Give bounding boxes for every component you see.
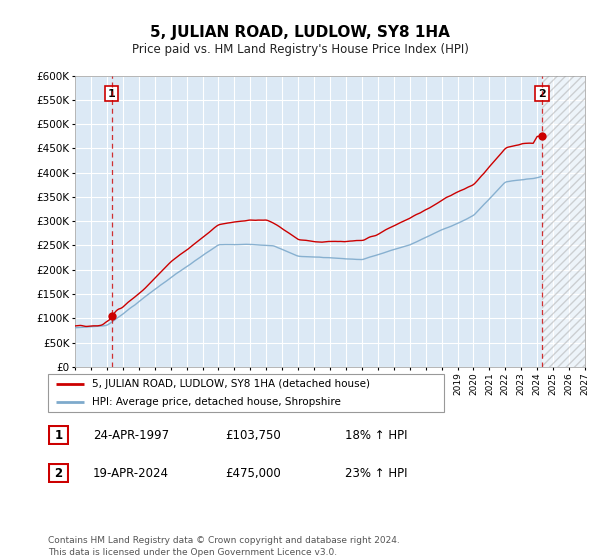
- Text: £103,750: £103,750: [225, 428, 281, 442]
- Text: 5, JULIAN ROAD, LUDLOW, SY8 1HA: 5, JULIAN ROAD, LUDLOW, SY8 1HA: [150, 25, 450, 40]
- Text: HPI: Average price, detached house, Shropshire: HPI: Average price, detached house, Shro…: [92, 397, 340, 407]
- Text: 5, JULIAN ROAD, LUDLOW, SY8 1HA (detached house): 5, JULIAN ROAD, LUDLOW, SY8 1HA (detache…: [92, 379, 370, 389]
- Text: 24-APR-1997: 24-APR-1997: [93, 428, 169, 442]
- FancyBboxPatch shape: [49, 464, 68, 482]
- FancyBboxPatch shape: [48, 374, 444, 412]
- Text: £475,000: £475,000: [225, 466, 281, 480]
- Text: 19-APR-2024: 19-APR-2024: [93, 466, 169, 480]
- Text: 2: 2: [538, 88, 546, 99]
- Text: Price paid vs. HM Land Registry's House Price Index (HPI): Price paid vs. HM Land Registry's House …: [131, 43, 469, 56]
- Text: Contains HM Land Registry data © Crown copyright and database right 2024.
This d: Contains HM Land Registry data © Crown c…: [48, 536, 400, 557]
- Text: 18% ↑ HPI: 18% ↑ HPI: [345, 428, 407, 442]
- Text: 1: 1: [55, 428, 62, 442]
- Text: 2: 2: [55, 466, 62, 480]
- Bar: [542, 76, 585, 367]
- Text: 1: 1: [108, 88, 116, 99]
- Text: 23% ↑ HPI: 23% ↑ HPI: [345, 466, 407, 480]
- FancyBboxPatch shape: [49, 426, 68, 444]
